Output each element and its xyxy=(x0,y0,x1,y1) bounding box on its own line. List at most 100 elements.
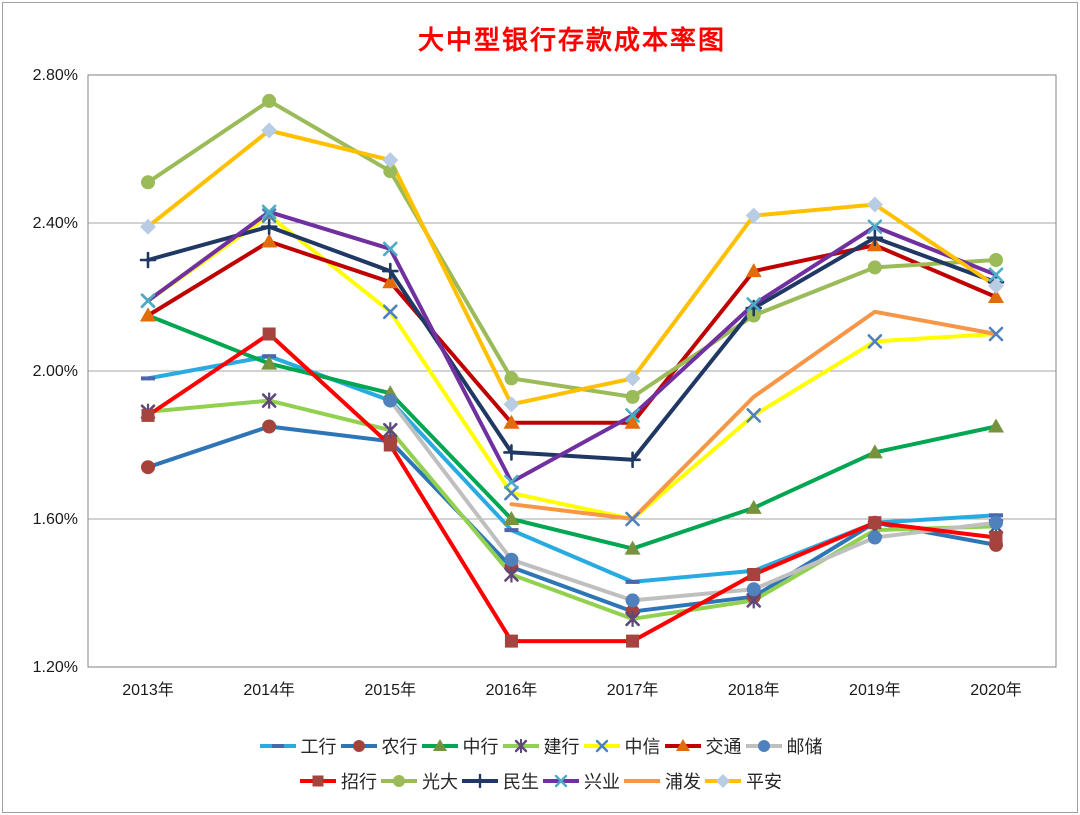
series-line-11 xyxy=(509,309,998,521)
legend-item-建行[interactable]: 建行 xyxy=(501,733,580,759)
marker-diamond xyxy=(745,207,762,224)
x-tick-label-2017: 2017年 xyxy=(607,681,659,699)
marker-triangle xyxy=(261,355,278,370)
marker-circle xyxy=(989,253,1003,267)
legend-item-工行[interactable]: 工行 xyxy=(258,733,337,759)
marker-triangle xyxy=(624,414,641,429)
legend-swatch-邮储 xyxy=(745,740,782,752)
legend-row-1: 工行 农行 中行 建行 中信 交通 邮储 xyxy=(0,733,1080,759)
legend-item-中行[interactable]: 中行 xyxy=(420,733,499,759)
x-tick-label-2018: 2018年 xyxy=(728,681,780,699)
legend-label-兴业: 兴业 xyxy=(584,772,620,792)
marker-asterisk xyxy=(382,422,398,439)
marker-diamond xyxy=(140,218,156,235)
marker-x xyxy=(746,297,762,312)
y-tick-label: 1.20% xyxy=(33,659,78,676)
marker-triangle xyxy=(988,418,1004,433)
marker-square xyxy=(989,531,1003,544)
legend-item-光大[interactable]: 光大 xyxy=(379,768,458,794)
legend-swatch-中行 xyxy=(421,739,458,751)
marker-triangle xyxy=(624,540,641,555)
series-line-4 xyxy=(146,213,998,521)
legend-label-农行: 农行 xyxy=(381,737,418,757)
marker-diamond xyxy=(382,152,399,169)
legend-swatch-兴业 xyxy=(543,774,579,788)
series-line-9 xyxy=(146,224,998,462)
series-line-10 xyxy=(146,209,998,484)
marker-square xyxy=(383,438,397,452)
x-tick-label-2013: 2013年 xyxy=(122,681,174,699)
marker-x xyxy=(625,511,640,527)
marker-diamond xyxy=(503,396,520,413)
legend-label-建行: 建行 xyxy=(543,737,580,757)
marker-square xyxy=(504,634,518,648)
marker-asterisk xyxy=(625,610,640,627)
marker-plus xyxy=(381,262,399,280)
marker-x xyxy=(261,204,277,220)
series-line-12 xyxy=(146,128,998,407)
legend-swatch-浦发 xyxy=(624,779,660,783)
legend-item-浦发[interactable]: 浦发 xyxy=(622,768,701,794)
legend-item-交通[interactable]: 交通 xyxy=(663,733,742,759)
plot-border xyxy=(87,74,1057,668)
marker-x xyxy=(867,334,883,349)
legend-label-民生: 民生 xyxy=(503,772,539,792)
marker-diamond xyxy=(866,196,883,213)
chart-title: 大中型银行存款成本率图 xyxy=(417,25,726,55)
x-tick-label-2016: 2016年 xyxy=(486,681,538,699)
series-markers-10 xyxy=(140,204,1004,490)
marker-circle xyxy=(383,393,398,408)
marker-circle xyxy=(383,164,398,179)
legend-item-兴业[interactable]: 兴业 xyxy=(541,768,620,794)
marker-plus xyxy=(624,451,641,469)
legend-label-中行: 中行 xyxy=(462,737,499,757)
plot-area: 2.80% 2.40% 2.00% 1.60% 1.20% 2013年 2014年 2015年… xyxy=(33,67,1057,699)
legend-label-工行: 工行 xyxy=(300,737,337,757)
marker-triangle xyxy=(988,289,1004,303)
marker-square xyxy=(747,568,761,581)
marker-triangle xyxy=(745,499,762,514)
legend-label-邮储: 邮储 xyxy=(786,737,823,757)
legend-item-民生[interactable]: 民生 xyxy=(460,768,539,794)
marker-circle xyxy=(867,260,882,275)
marker-plus xyxy=(866,229,884,247)
marker-circle xyxy=(746,582,761,597)
marker-x xyxy=(382,304,398,320)
marker-circle xyxy=(262,93,277,108)
legend-item-邮储[interactable]: 邮储 xyxy=(744,733,823,759)
marker-triangle xyxy=(503,414,520,429)
legend-item-中信[interactable]: 中信 xyxy=(582,733,661,759)
legend-label-光大: 光大 xyxy=(422,772,458,792)
series-line-7 xyxy=(146,332,998,644)
marker-x xyxy=(382,241,398,257)
x-tick-label-2015: 2015年 xyxy=(364,681,416,699)
marker-plus xyxy=(503,444,520,461)
marker-circle xyxy=(625,593,640,608)
series-line-8 xyxy=(146,98,998,399)
marker-triangle xyxy=(866,444,883,459)
marker-circle xyxy=(989,515,1003,530)
legend-label-交通: 交通 xyxy=(705,737,742,757)
marker-x xyxy=(140,293,156,309)
marker-x xyxy=(867,219,883,234)
series-line-1 xyxy=(146,424,998,614)
marker-asterisk xyxy=(504,566,519,583)
series-line-6 xyxy=(388,398,998,603)
legend-item-平安[interactable]: 平安 xyxy=(703,768,782,794)
legend-swatch-平安 xyxy=(705,774,741,788)
marker-square xyxy=(868,516,882,530)
series-markers-12 xyxy=(140,122,1004,413)
marker-square xyxy=(626,634,640,648)
marker-diamond xyxy=(261,122,278,139)
series-markers-8 xyxy=(141,93,1003,404)
x-tick-label-2020: 2020年 xyxy=(970,681,1022,699)
legend-item-农行[interactable]: 农行 xyxy=(339,733,418,759)
legend-swatch-工行 xyxy=(259,744,296,748)
legend-swatch-建行 xyxy=(502,739,539,753)
legend-item-招行[interactable]: 招行 xyxy=(298,768,377,794)
series-markers-7 xyxy=(141,327,1003,648)
legend-label-平安: 平安 xyxy=(746,772,782,792)
marker-circle xyxy=(141,175,155,190)
marker-circle xyxy=(625,389,640,404)
